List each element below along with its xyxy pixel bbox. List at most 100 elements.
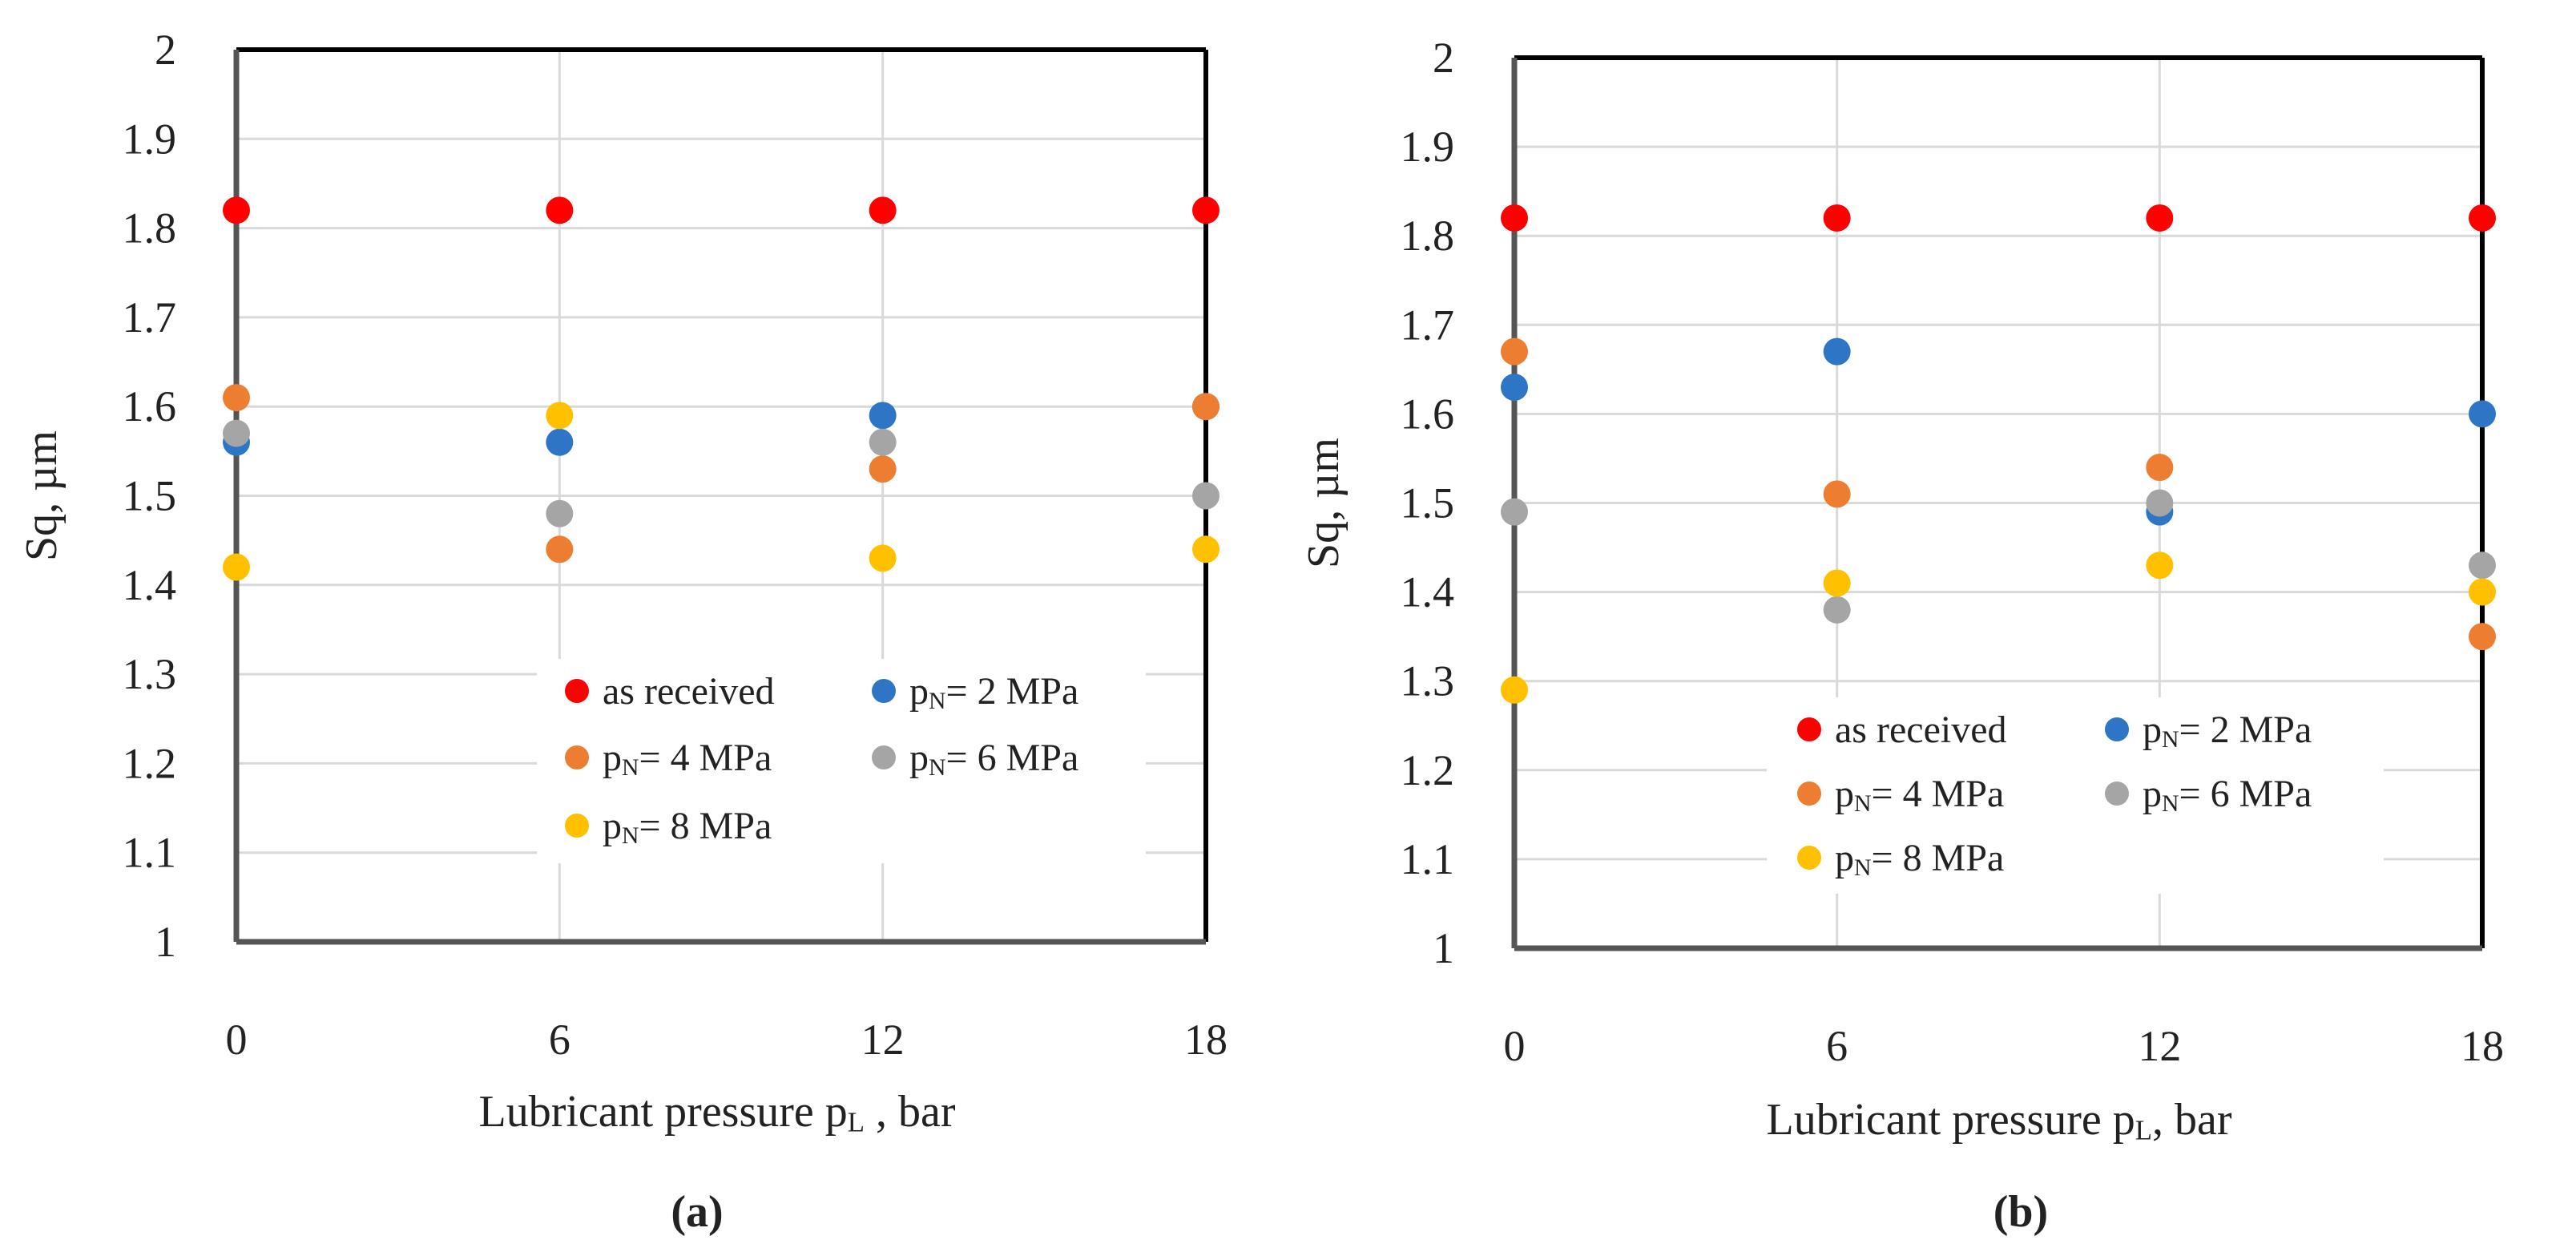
data-point-as-received bbox=[1501, 204, 1528, 232]
data-point-pn-2-mpa bbox=[2469, 400, 2496, 428]
data-point-pn-4-mpa bbox=[2146, 454, 2174, 482]
y-tick-label: 1.6 bbox=[1401, 390, 1455, 438]
data-point-pn-2-mpa bbox=[1501, 374, 1528, 402]
x-tick-label: 12 bbox=[2138, 1022, 2181, 1070]
data-point-pn-6-mpa bbox=[1501, 498, 1528, 526]
legend-marker bbox=[2105, 717, 2129, 741]
legend-marker bbox=[565, 814, 589, 838]
data-point-pn-6-mpa bbox=[1823, 596, 1851, 624]
data-point-as-received bbox=[223, 196, 250, 224]
legend-label: pN= 2 MPa bbox=[909, 670, 1078, 714]
y-tick-label: 2 bbox=[1433, 34, 1454, 82]
y-tick-label: 1.2 bbox=[123, 739, 177, 787]
y-tick-label: 1.3 bbox=[123, 650, 177, 698]
y-tick-label: 1.5 bbox=[1401, 479, 1455, 527]
data-point-as-received bbox=[2469, 204, 2496, 232]
data-point-pn-8-mpa bbox=[546, 402, 574, 430]
legend-label: as received bbox=[1835, 709, 2007, 751]
data-point-as-received bbox=[2146, 204, 2174, 232]
x-tick-label: 0 bbox=[226, 1016, 248, 1064]
data-point-as-received bbox=[1192, 196, 1219, 224]
data-point-pn-6-mpa bbox=[546, 499, 574, 527]
y-tick-label: 1.1 bbox=[1401, 835, 1455, 883]
legend: as received pN= 2 MPa pN= 4 MPa pN= 6 MPa pN… bbox=[1767, 697, 2384, 894]
data-point-pn-2-mpa bbox=[546, 428, 574, 456]
x-tick-label: 18 bbox=[2461, 1022, 2504, 1070]
panel-label: (b) bbox=[1993, 1187, 2048, 1237]
legend: as received pN= 2 MPa pN= 4 MPa pN= 6 MPa pN… bbox=[537, 659, 1146, 863]
y-axis-title: Sq, µm bbox=[1299, 438, 1348, 568]
legend-label: pN= 4 MPa bbox=[603, 737, 772, 781]
data-point-pn-6-mpa bbox=[1192, 482, 1219, 510]
data-point-pn-2-mpa bbox=[869, 402, 897, 430]
data-point-pn-4-mpa bbox=[1192, 393, 1219, 421]
y-tick-label: 1 bbox=[155, 918, 176, 966]
data-point-as-received bbox=[1823, 204, 1851, 232]
y-tick-label: 1.9 bbox=[1401, 123, 1455, 171]
data-point-as-received bbox=[869, 196, 897, 224]
data-point-pn-4-mpa bbox=[2469, 623, 2496, 651]
data-point-pn-4-mpa bbox=[223, 384, 250, 412]
legend-marker bbox=[872, 745, 896, 769]
data-point-pn-4-mpa bbox=[869, 455, 897, 483]
data-point-pn-8-mpa bbox=[2469, 578, 2496, 606]
y-tick-label: 1.7 bbox=[1401, 301, 1455, 349]
x-tick-label: 6 bbox=[1826, 1022, 1848, 1070]
data-point-pn-8-mpa bbox=[223, 553, 250, 581]
legend-background bbox=[1767, 697, 2384, 894]
y-tick-label: 1.8 bbox=[1401, 212, 1455, 260]
data-point-pn-4-mpa bbox=[546, 535, 574, 563]
legend-marker bbox=[565, 679, 589, 703]
y-axis-title: Sq, µm bbox=[17, 430, 67, 561]
legend-label: as received bbox=[603, 670, 775, 713]
x-tick-label: 6 bbox=[549, 1016, 570, 1064]
data-point-pn-8-mpa bbox=[2146, 551, 2174, 580]
legend-label: pN= 8 MPa bbox=[1835, 837, 2004, 881]
legend-marker bbox=[1797, 846, 1821, 870]
y-tick-label: 1.8 bbox=[123, 204, 177, 252]
data-point-pn-6-mpa bbox=[869, 428, 897, 456]
y-tick-label: 1.3 bbox=[1401, 657, 1455, 705]
y-tick-label: 1.1 bbox=[123, 829, 177, 877]
x-tick-label: 18 bbox=[1184, 1016, 1228, 1064]
data-point-pn-2-mpa bbox=[1823, 337, 1851, 366]
data-point-pn-8-mpa bbox=[869, 544, 897, 572]
y-tick-label: 1.9 bbox=[123, 115, 177, 163]
legend-marker bbox=[1797, 717, 1821, 741]
legend-label: pN= 6 MPa bbox=[909, 737, 1078, 781]
legend-label: pN= 4 MPa bbox=[1835, 773, 2004, 817]
y-tick-label: 2 bbox=[155, 26, 176, 74]
data-point-pn-6-mpa bbox=[2146, 489, 2174, 517]
legend-marker bbox=[1797, 782, 1821, 806]
x-axis-title: Lubricant pressure pL, bar bbox=[1766, 1095, 2231, 1146]
data-point-pn-8-mpa bbox=[1192, 535, 1219, 563]
x-tick-label: 12 bbox=[861, 1016, 905, 1064]
legend-marker bbox=[872, 679, 896, 703]
data-point-pn-6-mpa bbox=[223, 419, 250, 447]
y-tick-label: 1.4 bbox=[123, 561, 177, 609]
y-tick-label: 1.7 bbox=[123, 293, 177, 341]
legend-marker bbox=[565, 745, 589, 769]
data-point-as-received bbox=[546, 196, 574, 224]
data-point-pn-8-mpa bbox=[1501, 676, 1528, 704]
panel-label: (a) bbox=[671, 1187, 723, 1237]
legend-label: pN= 2 MPa bbox=[2143, 709, 2312, 753]
y-tick-label: 1.2 bbox=[1401, 746, 1455, 794]
y-tick-label: 1.5 bbox=[123, 472, 177, 520]
x-axis-title: Lubricant pressure pL , bar bbox=[478, 1087, 955, 1138]
legend-label: pN= 6 MPa bbox=[2143, 773, 2312, 817]
y-tick-label: 1 bbox=[1433, 924, 1454, 972]
legend-background bbox=[537, 659, 1146, 863]
data-point-pn-4-mpa bbox=[1823, 480, 1851, 508]
data-point-pn-6-mpa bbox=[2469, 551, 2496, 580]
y-tick-label: 1.6 bbox=[123, 382, 177, 430]
y-tick-label: 1.4 bbox=[1401, 568, 1455, 616]
chart-panel-a: 1 1.1 1.2 1.3 1.4 1.5 1.6 1.7 1.8 1.9 2 0 6 12 18 as re… bbox=[17, 26, 1228, 1237]
legend-label: pN= 8 MPa bbox=[603, 805, 772, 849]
legend-marker bbox=[2105, 782, 2129, 806]
chart-panel-b: 1 1.1 1.2 1.3 1.4 1.5 1.6 1.7 1.8 1.9 2 0 6 12 18 as re… bbox=[1299, 34, 2504, 1237]
data-point-pn-4-mpa bbox=[1501, 337, 1528, 366]
x-tick-label: 0 bbox=[1504, 1022, 1526, 1070]
data-point-pn-8-mpa bbox=[1823, 569, 1851, 597]
